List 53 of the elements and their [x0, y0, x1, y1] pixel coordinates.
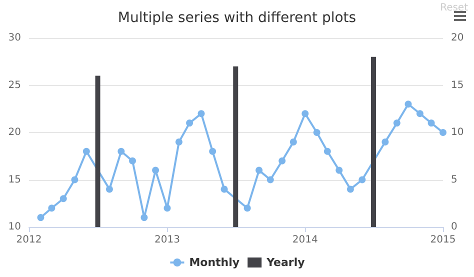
point: [346, 186, 354, 193]
point: [256, 166, 263, 174]
x-tick-label: 2013: [154, 234, 180, 246]
point: [220, 186, 228, 193]
point: [60, 195, 67, 202]
point: [106, 186, 113, 193]
y2-tick-label: 10: [451, 127, 464, 138]
y2-tick-label: 0: [451, 222, 458, 232]
point: [428, 120, 435, 127]
y-tick-label: 15: [8, 174, 21, 186]
y-tick-label: 10: [8, 222, 21, 232]
bar: [95, 76, 100, 227]
point: [152, 166, 160, 174]
y2-tick-label: 15: [451, 80, 464, 91]
y2-tick-label: 5: [451, 174, 458, 186]
y-tick-label: 25: [8, 80, 21, 91]
point: [336, 166, 343, 174]
point: [186, 120, 194, 127]
chart-title: Multiple series with different plots: [118, 10, 356, 26]
point: [440, 129, 446, 136]
point: [302, 110, 309, 118]
x-tick-label: 2012: [16, 234, 42, 246]
point: [71, 176, 78, 184]
point: [358, 176, 366, 184]
point: [118, 148, 125, 155]
point: [278, 157, 286, 164]
point: [140, 214, 148, 222]
point: [129, 157, 136, 164]
point: [48, 204, 56, 212]
point: [382, 138, 389, 146]
point: [198, 110, 205, 118]
bar: [233, 66, 238, 227]
legend-label: Yearly: [266, 256, 305, 269]
bar: [370, 56, 376, 227]
point: [82, 148, 90, 155]
x-tick-label: 2015: [430, 234, 456, 246]
point: [266, 176, 274, 184]
point: [416, 110, 424, 118]
point: [324, 148, 331, 155]
point: [290, 138, 297, 146]
point: [404, 100, 412, 108]
legend-label: Monthly: [189, 256, 240, 269]
y-tick-label: 20: [8, 127, 21, 138]
y2-tick-label: 20: [451, 32, 464, 44]
point: [164, 204, 171, 212]
point: [209, 148, 216, 155]
point: [37, 214, 44, 222]
x-tick-label: 2014: [292, 234, 318, 246]
point: [393, 120, 400, 127]
point: [244, 204, 251, 212]
point: [175, 138, 182, 146]
point: [313, 129, 320, 136]
y-tick-label: 30: [8, 32, 21, 44]
